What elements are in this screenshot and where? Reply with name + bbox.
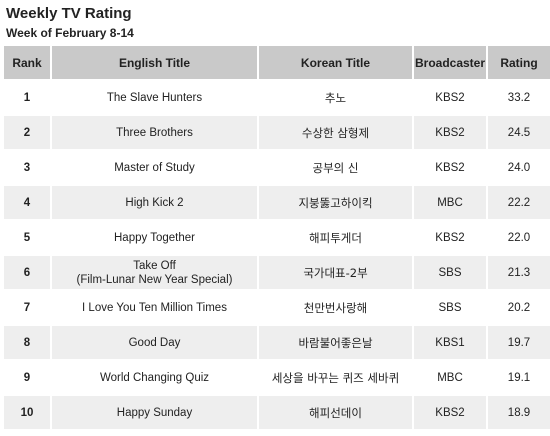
english-title-subline: (Film-Lunar New Year Special): [76, 273, 233, 286]
table-row: 4 High Kick 2 지붕뚫고하이킥 MBC 22.2: [4, 186, 550, 219]
broadcaster-cell: KBS1: [414, 326, 486, 359]
korean-title-cell: 추노: [259, 81, 412, 114]
english-title-cell: World Changing Quiz: [52, 361, 257, 394]
korean-title-cell: 세상을 바꾸는 퀴즈 세바퀴: [259, 361, 412, 394]
english-title-cell: I Love You Ten Million Times: [52, 291, 257, 324]
english-title-line: Good Day: [128, 336, 181, 349]
page-title: Weekly TV Rating: [6, 5, 132, 22]
header-rank: Rank: [4, 46, 50, 79]
table-row: 10 Happy Sunday 해피선데이 KBS2 18.9: [4, 396, 550, 429]
rating-cell: 22.0: [488, 221, 550, 254]
english-title-line: Take Off: [133, 259, 176, 272]
rating-cell: 22.2: [488, 186, 550, 219]
broadcaster-cell: KBS2: [414, 81, 486, 114]
english-title-line: Happy Together: [114, 231, 195, 244]
table-row: 8 Good Day 바람불어좋은날 KBS1 19.7: [4, 326, 550, 359]
korean-title-cell: 지붕뚫고하이킥: [259, 186, 412, 219]
rating-cell: 24.0: [488, 151, 550, 184]
english-title-line: The Slave Hunters: [106, 91, 203, 104]
korean-title-cell: 바람불어좋은날: [259, 326, 412, 359]
rating-cell: 20.2: [488, 291, 550, 324]
english-title-line: World Changing Quiz: [99, 371, 210, 384]
rank-cell: 3: [4, 151, 50, 184]
rating-cell: 19.7: [488, 326, 550, 359]
english-title-cell: Take Off (Film-Lunar New Year Special): [52, 256, 257, 289]
broadcaster-cell: MBC: [414, 186, 486, 219]
rank-cell: 10: [4, 396, 50, 429]
english-title-line: Master of Study: [114, 161, 195, 174]
korean-title-cell: 공부의 신: [259, 151, 412, 184]
rank-cell: 5: [4, 221, 50, 254]
rating-cell: 19.1: [488, 361, 550, 394]
rating-table: Rank English Title Korean Title Broadcas…: [2, 44, 550, 431]
header-english-title: English Title: [52, 46, 257, 79]
table-row: 3 Master of Study 공부의 신 KBS2 24.0: [4, 151, 550, 184]
table-row: 5 Happy Together 해피투게더 KBS2 22.0: [4, 221, 550, 254]
korean-title-cell: 국가대표-2부: [259, 256, 412, 289]
header-broadcaster: Broadcaster: [414, 46, 486, 79]
rating-cell: 33.2: [488, 81, 550, 114]
rank-cell: 4: [4, 186, 50, 219]
rank-cell: 1: [4, 81, 50, 114]
rank-cell: 9: [4, 361, 50, 394]
korean-title-cell: 수상한 삼형제: [259, 116, 412, 149]
english-title-cell: Happy Sunday: [52, 396, 257, 429]
broadcaster-cell: SBS: [414, 291, 486, 324]
korean-title-cell: 천만번사랑해: [259, 291, 412, 324]
header-rating: Rating: [488, 46, 550, 79]
english-title-cell: Master of Study: [52, 151, 257, 184]
english-title-line: Happy Sunday: [116, 406, 193, 419]
table-row: 9 World Changing Quiz 세상을 바꾸는 퀴즈 세바퀴 MBC 19.…: [4, 361, 550, 394]
table-body: 1 The Slave Hunters 추노 KBS2 33.2 2 Three Broth…: [4, 81, 550, 429]
rank-cell: 8: [4, 326, 50, 359]
broadcaster-cell: KBS2: [414, 221, 486, 254]
broadcaster-cell: KBS2: [414, 396, 486, 429]
english-title-cell: Three Brothers: [52, 116, 257, 149]
rank-cell: 2: [4, 116, 50, 149]
rating-cell: 24.5: [488, 116, 550, 149]
english-title-cell: The Slave Hunters: [52, 81, 257, 114]
page-subtitle: Week of February 8-14: [6, 26, 134, 40]
broadcaster-cell: KBS2: [414, 116, 486, 149]
broadcaster-cell: MBC: [414, 361, 486, 394]
rating-cell: 21.3: [488, 256, 550, 289]
english-title-cell: Good Day: [52, 326, 257, 359]
table-header-row: Rank English Title Korean Title Broadcas…: [4, 46, 550, 79]
table-row: 1 The Slave Hunters 추노 KBS2 33.2: [4, 81, 550, 114]
english-title-line: High Kick 2: [125, 196, 184, 209]
table-row: 6 Take Off (Film-Lunar New Year Special) 국가…: [4, 256, 550, 289]
english-title-line: I Love You Ten Million Times: [82, 301, 227, 314]
rating-cell: 18.9: [488, 396, 550, 429]
korean-title-cell: 해피선데이: [259, 396, 412, 429]
english-title-line: Three Brothers: [116, 126, 193, 139]
rank-cell: 6: [4, 256, 50, 289]
header-korean-title: Korean Title: [259, 46, 412, 79]
korean-title-cell: 해피투게더: [259, 221, 412, 254]
broadcaster-cell: SBS: [414, 256, 486, 289]
english-title-cell: High Kick 2: [52, 186, 257, 219]
table-row: 7 I Love You Ten Million Times 천만번사랑해 SBS 20…: [4, 291, 550, 324]
broadcaster-cell: KBS2: [414, 151, 486, 184]
rank-cell: 7: [4, 291, 50, 324]
english-title-cell: Happy Together: [52, 221, 257, 254]
table-row: 2 Three Brothers 수상한 삼형제 KBS2 24.5: [4, 116, 550, 149]
